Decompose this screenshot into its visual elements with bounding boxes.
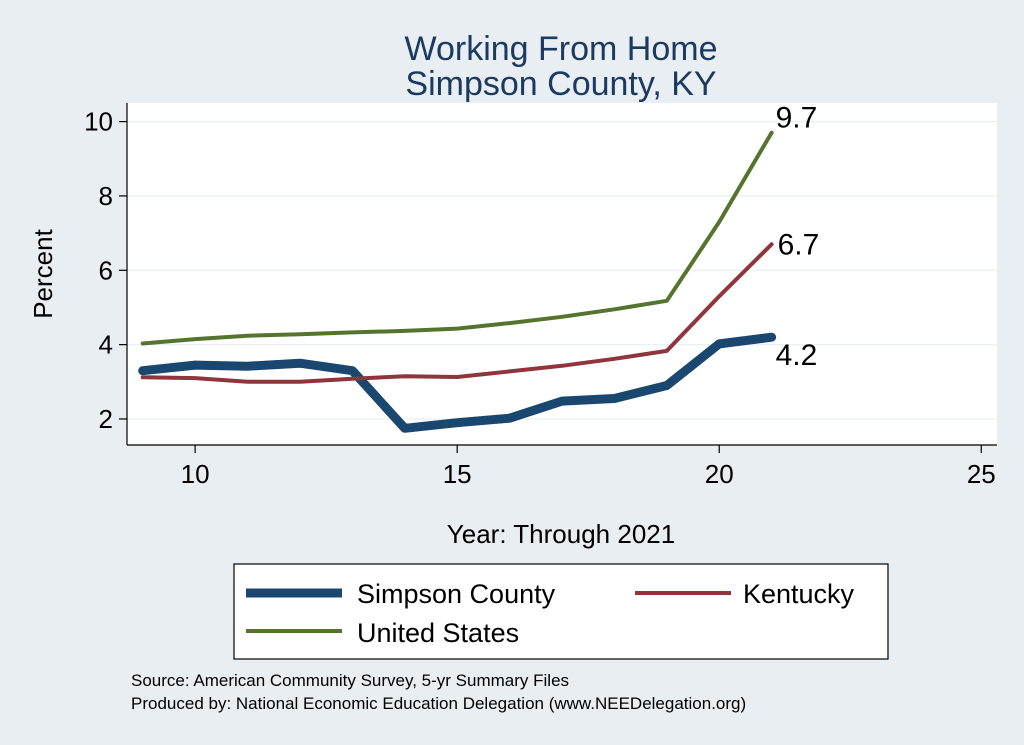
y-axis-title: Percent (28, 228, 58, 318)
axis-ticks: 2 4 6 8 10 10 15 20 25 (84, 107, 996, 489)
end-label-kentucky: 6.7 (778, 228, 820, 261)
legend-label-united-states: United States (357, 618, 519, 648)
chart-title-line-2: Simpson County, KY (405, 65, 716, 103)
source-note: Source: American Community Survey, 5-yr … (131, 671, 569, 690)
plot-area (127, 103, 997, 445)
legend-label-simpson-county: Simpson County (357, 579, 556, 609)
end-label-united-states: 9.7 (776, 102, 818, 135)
x-tick-label: 25 (967, 459, 996, 489)
series-line-simpson-county (138, 332, 777, 433)
x-tick-label: 10 (181, 459, 210, 489)
y-tick-label: 6 (99, 255, 113, 285)
series-line-united-states (140, 130, 774, 346)
series-line-kentucky (140, 242, 774, 384)
series-lines (138, 130, 777, 433)
producer-note: Produced by: National Economic Education… (131, 694, 746, 713)
legend-label-kentucky: Kentucky (743, 579, 855, 609)
end-labels: 4.2 6.7 9.7 (776, 102, 820, 372)
x-tick-label: 20 (705, 459, 734, 489)
y-tick-label: 8 (99, 181, 113, 211)
gridlines (127, 120, 997, 420)
x-axis-title: Year: Through 2021 (447, 519, 675, 549)
end-label-simpson-county: 4.2 (776, 339, 818, 372)
legend-box (233, 563, 889, 660)
y-tick-label: 10 (84, 107, 113, 137)
legend: Simpson County Kentucky United States (246, 579, 855, 648)
y-tick-label: 2 (99, 404, 113, 434)
chart-title-line-1: Working From Home (405, 30, 718, 68)
x-tick-label: 15 (443, 459, 472, 489)
y-tick-label: 4 (99, 330, 113, 360)
